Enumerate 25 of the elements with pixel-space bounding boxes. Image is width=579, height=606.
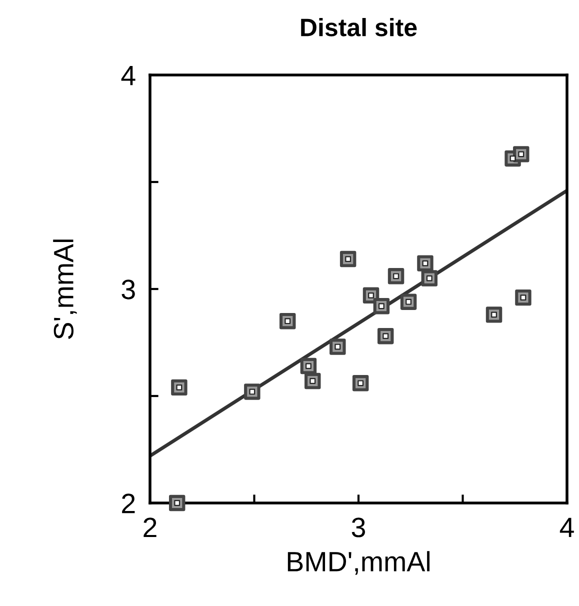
y-tick-label: 2: [122, 494, 135, 514]
point: [352, 375, 369, 392]
point: [515, 289, 532, 306]
point: [279, 312, 296, 330]
x-tick-label: 4: [560, 518, 574, 538]
chart-title: Distal site: [301, 18, 417, 36]
point: [421, 270, 438, 286]
point: [304, 372, 321, 390]
y-axis-title: S',mmAl: [53, 240, 77, 339]
x-axis-title: BMD',mmAl: [288, 551, 430, 575]
point: [171, 379, 188, 396]
point: [340, 250, 356, 268]
x-tick-label: 3: [352, 518, 366, 538]
y-tick-label: 4: [121, 66, 136, 86]
point: [486, 306, 502, 323]
point: [330, 338, 346, 355]
point: [373, 298, 390, 314]
point: [168, 494, 186, 512]
point: [244, 384, 260, 400]
y-tick-label: 3: [122, 280, 135, 300]
point: [388, 268, 404, 284]
point: [417, 255, 434, 272]
x-tick-label: 2: [144, 518, 156, 538]
point: [377, 328, 394, 344]
point: [400, 294, 417, 310]
